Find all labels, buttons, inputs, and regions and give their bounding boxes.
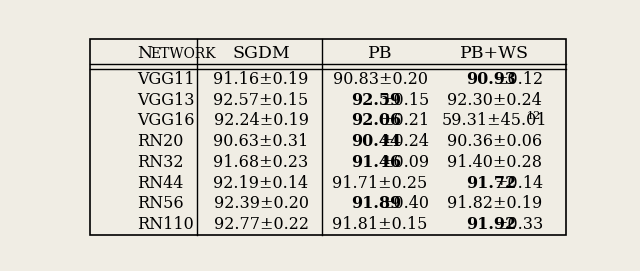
Text: 91.89: 91.89 xyxy=(351,195,402,212)
Text: 92.24±0.19: 92.24±0.19 xyxy=(214,112,308,129)
Text: 91.68±0.23: 91.68±0.23 xyxy=(213,154,308,171)
Text: SGDM: SGDM xyxy=(232,46,290,62)
Text: ±0.12: ±0.12 xyxy=(494,71,543,88)
Text: ±0.21: ±0.21 xyxy=(380,112,429,129)
Text: 91.71±0.25: 91.71±0.25 xyxy=(332,175,428,192)
Text: 90.44: 90.44 xyxy=(351,133,401,150)
Text: 91.16±0.19: 91.16±0.19 xyxy=(213,71,308,88)
Text: PB: PB xyxy=(368,46,392,62)
Text: 92.57±0.15: 92.57±0.15 xyxy=(213,92,308,109)
Text: VGG13: VGG13 xyxy=(137,92,195,109)
Text: RN110: RN110 xyxy=(137,216,194,233)
Text: ±0.09: ±0.09 xyxy=(380,154,429,171)
Text: 92.06: 92.06 xyxy=(351,112,402,129)
Text: 92.59: 92.59 xyxy=(351,92,402,109)
Text: 59.31±45.01: 59.31±45.01 xyxy=(442,112,547,129)
Text: 90.36±0.06: 90.36±0.06 xyxy=(447,133,541,150)
Text: ±0.24: ±0.24 xyxy=(380,133,429,150)
Text: 90.63±0.31: 90.63±0.31 xyxy=(213,133,308,150)
Text: RN44: RN44 xyxy=(137,175,184,192)
Text: 91.92: 91.92 xyxy=(466,216,516,233)
Text: 90.93: 90.93 xyxy=(466,71,515,88)
Text: 12: 12 xyxy=(527,111,541,121)
Text: ETWORK: ETWORK xyxy=(150,47,216,61)
Text: 91.72: 91.72 xyxy=(466,175,516,192)
Text: ±0.14: ±0.14 xyxy=(494,175,543,192)
Text: ±0.15: ±0.15 xyxy=(380,92,429,109)
Text: 91.81±0.15: 91.81±0.15 xyxy=(332,216,428,233)
Text: 91.40±0.28: 91.40±0.28 xyxy=(447,154,541,171)
Text: 90.83±0.20: 90.83±0.20 xyxy=(333,71,428,88)
Text: 91.46: 91.46 xyxy=(351,154,402,171)
Text: VGG11: VGG11 xyxy=(137,71,195,88)
Text: 92.39±0.20: 92.39±0.20 xyxy=(214,195,308,212)
Text: PB+WS: PB+WS xyxy=(460,46,529,62)
Text: 92.19±0.14: 92.19±0.14 xyxy=(214,175,308,192)
Text: ±0.33: ±0.33 xyxy=(494,216,543,233)
Text: N: N xyxy=(137,46,152,62)
Text: 92.30±0.24: 92.30±0.24 xyxy=(447,92,541,109)
Text: RN32: RN32 xyxy=(137,154,184,171)
Text: ±0.40: ±0.40 xyxy=(380,195,429,212)
Text: 91.82±0.19: 91.82±0.19 xyxy=(447,195,542,212)
Text: RN56: RN56 xyxy=(137,195,184,212)
Text: VGG16: VGG16 xyxy=(137,112,195,129)
Text: 92.77±0.22: 92.77±0.22 xyxy=(214,216,308,233)
Text: RN20: RN20 xyxy=(137,133,184,150)
